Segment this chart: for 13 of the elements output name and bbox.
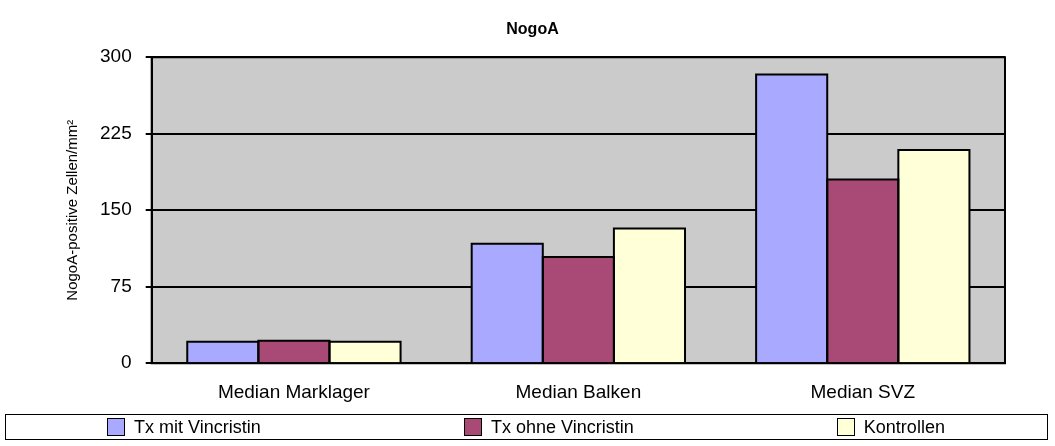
y-axis-title: NogoA-positive Zellen/mm²: [63, 119, 81, 301]
x-tick-label: Median Balken: [515, 380, 642, 402]
chart-title: NogoA: [506, 20, 560, 38]
y-tick-label: 0: [121, 351, 132, 373]
y-tick-label: 300: [100, 45, 132, 67]
x-tick-label: Median SVZ: [810, 380, 916, 402]
y-tick-label: 150: [100, 198, 132, 220]
legend-label: Tx ohne Vincristin: [490, 416, 634, 438]
legend-label: Kontrollen: [863, 416, 945, 438]
legend-label: Tx mit Vincristin: [134, 416, 261, 438]
y-tick-label: 75: [110, 274, 132, 296]
y-tick-label: 225: [100, 121, 132, 143]
x-tick-label: Median Marklager: [217, 380, 371, 402]
